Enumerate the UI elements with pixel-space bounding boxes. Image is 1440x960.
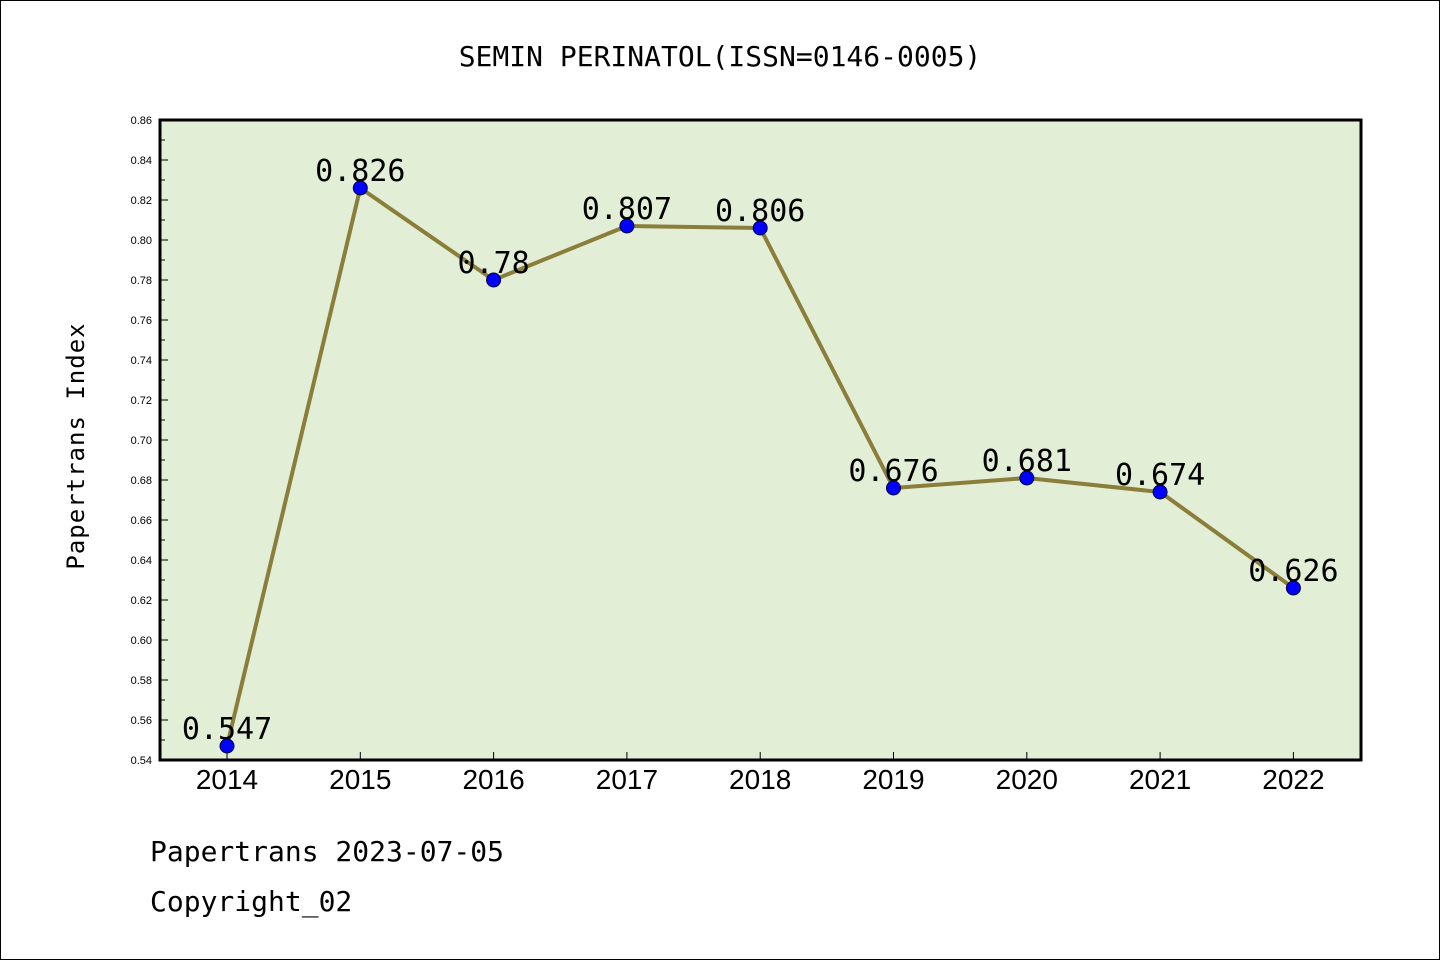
data-label: 0.547 — [182, 712, 272, 747]
data-point — [619, 218, 635, 234]
data-label: 0.681 — [982, 444, 1072, 479]
x-tick-label: 2022 — [1262, 764, 1324, 795]
chart-title: SEMIN PERINATOL(ISSN=0146-0005) — [459, 40, 982, 73]
y-axis: 0.54 0.56 0.58 0.60 0.62 0.64 0.66 0.68 0.70 0.72… — [131, 115, 168, 767]
y-tick-label: 0.56 — [131, 715, 152, 727]
data-point — [486, 272, 502, 288]
data-point — [752, 220, 768, 236]
y-tick-label: 0.82 — [131, 195, 152, 207]
data-label: 0.674 — [1115, 458, 1205, 493]
x-tick-label: 2015 — [329, 764, 391, 795]
y-tick-label: 0.76 — [131, 315, 152, 327]
x-axis: 2014 2015 2016 2017 2018 2019 2020 2021 2022 — [196, 752, 1325, 795]
x-tick-label: 2017 — [596, 764, 658, 795]
data-label: 0.806 — [715, 194, 805, 229]
y-tick-label: 0.54 — [131, 755, 152, 767]
data-point — [1152, 484, 1168, 500]
x-tick-label: 2016 — [462, 764, 524, 795]
x-tick-label: 2020 — [996, 764, 1058, 795]
data-points — [219, 180, 1301, 754]
y-tick-label: 0.58 — [131, 675, 152, 687]
data-point — [219, 738, 235, 754]
x-tick-label: 2018 — [729, 764, 791, 795]
y-tick-label: 0.62 — [131, 595, 152, 607]
data-label: 0.78 — [457, 246, 529, 281]
y-tick-label: 0.78 — [131, 275, 152, 287]
y-tick-label: 0.66 — [131, 515, 152, 527]
footer-copyright: Copyright_02 — [150, 885, 353, 918]
data-label: 0.626 — [1248, 554, 1338, 589]
data-labels: 0.547 0.826 0.78 0.807 0.806 0.676 0.681 0.674 0… — [182, 154, 1339, 747]
y-tick-label: 0.60 — [131, 635, 152, 647]
data-point — [886, 480, 901, 496]
data-point — [1019, 470, 1035, 486]
data-label: 0.676 — [848, 454, 938, 489]
x-tick-label: 2019 — [862, 764, 924, 795]
x-tick-label: 2021 — [1129, 764, 1191, 795]
y-tick-label: 0.68 — [131, 475, 152, 487]
y-tick-label: 0.64 — [131, 555, 152, 567]
data-point — [1285, 580, 1301, 596]
footer-date-line: Papertrans 2023-07-05 — [150, 835, 505, 868]
plot-border — [158, 118, 1363, 762]
y-tick-label: 0.80 — [131, 235, 152, 247]
y-tick-label: 0.72 — [131, 395, 152, 407]
data-label: 0.807 — [582, 192, 672, 227]
data-point — [352, 180, 368, 196]
data-label: 0.826 — [315, 154, 405, 189]
y-tick-label: 0.74 — [131, 355, 152, 367]
y-tick-label: 0.70 — [131, 435, 152, 447]
y-axis-label: Papertrans Index — [62, 322, 90, 569]
x-tick-label: 2014 — [196, 764, 258, 795]
y-tick-label: 0.84 — [131, 155, 152, 167]
y-tick-label: 0.86 — [131, 115, 152, 127]
